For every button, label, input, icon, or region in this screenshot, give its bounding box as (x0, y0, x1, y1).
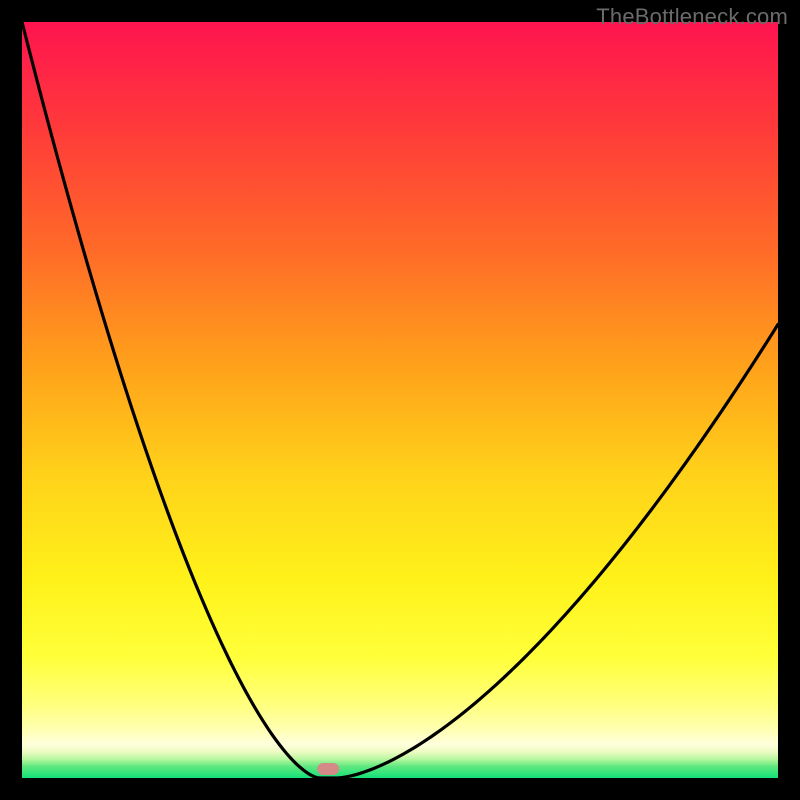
vertex-marker (317, 763, 339, 775)
chart-svg (0, 0, 800, 800)
chart-container: TheBottleneck.com (0, 0, 800, 800)
watermark-text: TheBottleneck.com (596, 4, 788, 30)
gradient-background (22, 22, 778, 778)
